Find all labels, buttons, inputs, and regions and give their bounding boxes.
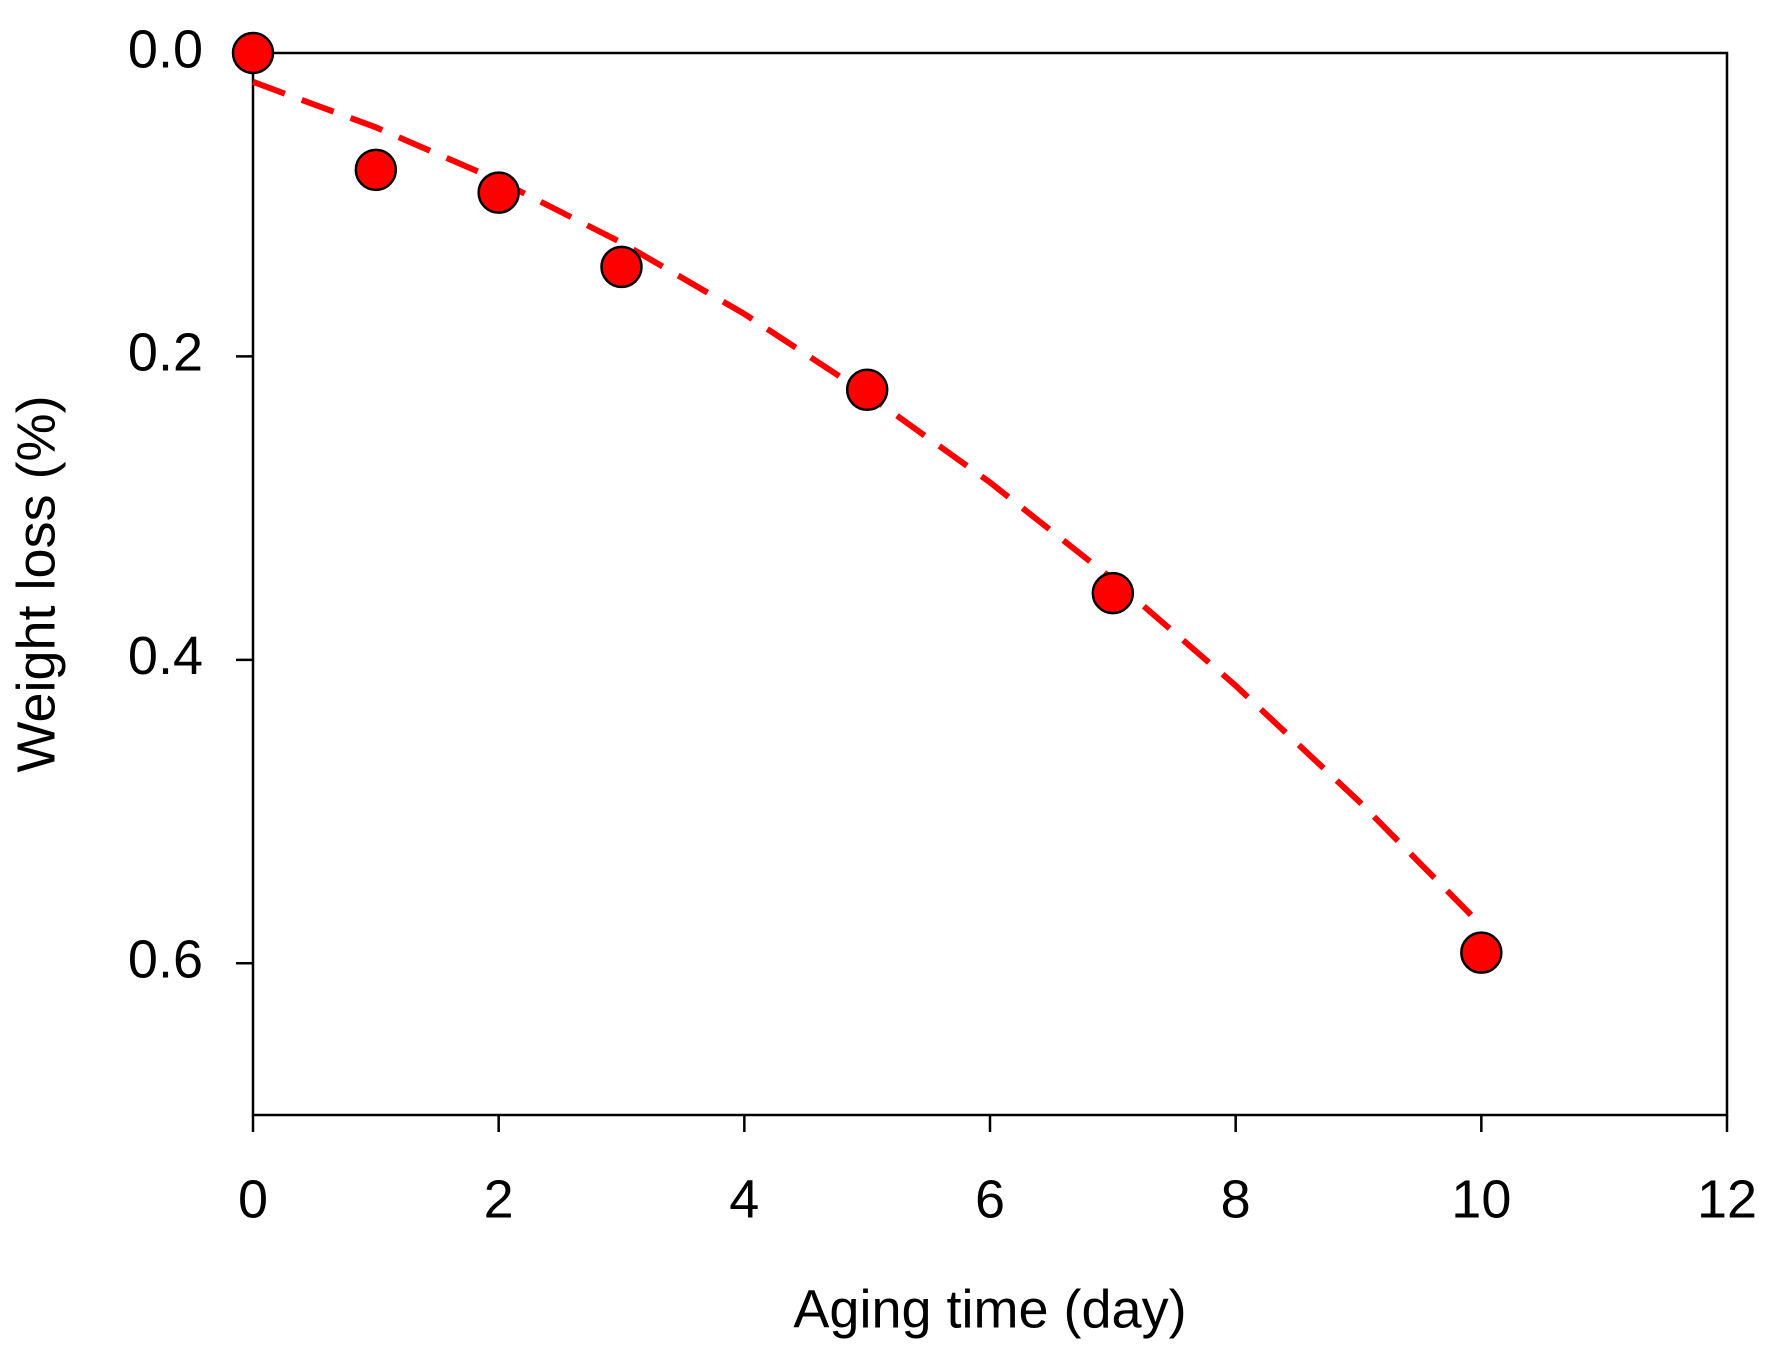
y-tick-label: 0.0 bbox=[128, 19, 203, 79]
y-tick-label: 0.6 bbox=[128, 930, 203, 990]
data-point bbox=[231, 31, 275, 75]
x-axis-title: Aging time (day) bbox=[793, 1279, 1186, 1339]
x-tick-label: 6 bbox=[975, 1169, 1005, 1229]
data-point bbox=[600, 245, 643, 289]
plot-frame bbox=[251, 51, 1729, 1117]
x-tick-label: 12 bbox=[1697, 1169, 1757, 1229]
data-point bbox=[1460, 931, 1503, 974]
x-tick-label: 2 bbox=[484, 1169, 514, 1229]
x-tick-label: 8 bbox=[1221, 1169, 1251, 1229]
x-tick-label: 10 bbox=[1451, 1169, 1511, 1229]
y-axis-title: Weight loss (%) bbox=[6, 395, 66, 772]
data-point bbox=[477, 171, 520, 214]
data-point bbox=[1091, 571, 1135, 615]
x-tick-label: 4 bbox=[729, 1169, 759, 1229]
x-tick-label: 0 bbox=[238, 1169, 268, 1229]
data-point bbox=[845, 368, 889, 412]
data-point bbox=[354, 148, 398, 192]
y-tick-label: 0.2 bbox=[128, 323, 203, 383]
y-tick-label: 0.4 bbox=[128, 626, 203, 686]
fit-line bbox=[251, 79, 1484, 928]
